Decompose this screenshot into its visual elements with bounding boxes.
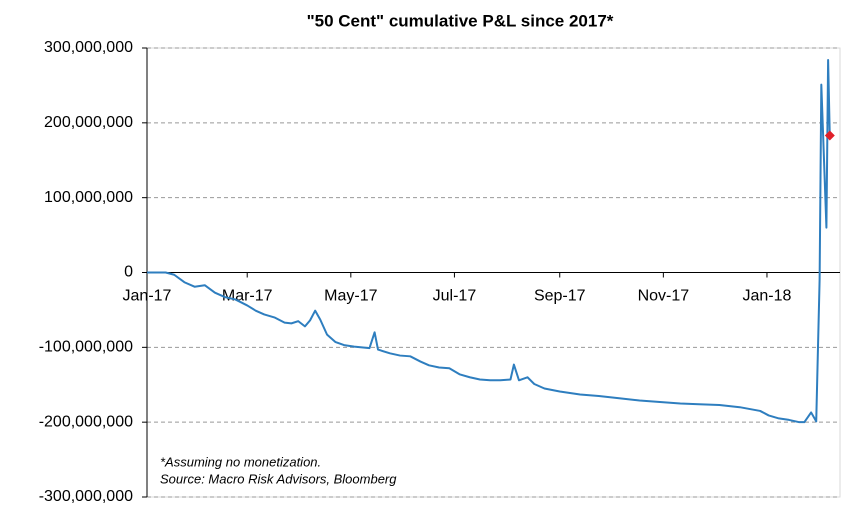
x-tick-label: Jul-17 bbox=[433, 288, 477, 305]
y-tick-label: 300,000,000 bbox=[44, 39, 133, 56]
x-tick-label: May-17 bbox=[324, 288, 377, 305]
marker-point bbox=[824, 130, 835, 141]
y-tick-label: 0 bbox=[124, 264, 133, 281]
source-note: Source: Macro Risk Advisors, Bloomberg bbox=[160, 471, 397, 486]
x-tick-label: Nov-17 bbox=[638, 288, 690, 305]
x-tick-label: Mar-17 bbox=[222, 288, 273, 305]
chart-title: "50 Cent" cumulative P&L since 2017* bbox=[307, 11, 614, 30]
footnote: *Assuming no monetization. bbox=[160, 454, 321, 469]
y-tick-label: -200,000,000 bbox=[39, 413, 133, 430]
x-tick-label: Jan-17 bbox=[123, 288, 172, 305]
y-tick-label: -100,000,000 bbox=[39, 339, 133, 356]
y-tick-label: 200,000,000 bbox=[44, 114, 133, 131]
y-tick-label: -300,000,000 bbox=[39, 488, 133, 505]
x-tick-label: Jan-18 bbox=[743, 288, 792, 305]
data-line bbox=[147, 58, 831, 424]
x-tick-label: Sep-17 bbox=[534, 288, 586, 305]
y-tick-label: 100,000,000 bbox=[44, 189, 133, 206]
